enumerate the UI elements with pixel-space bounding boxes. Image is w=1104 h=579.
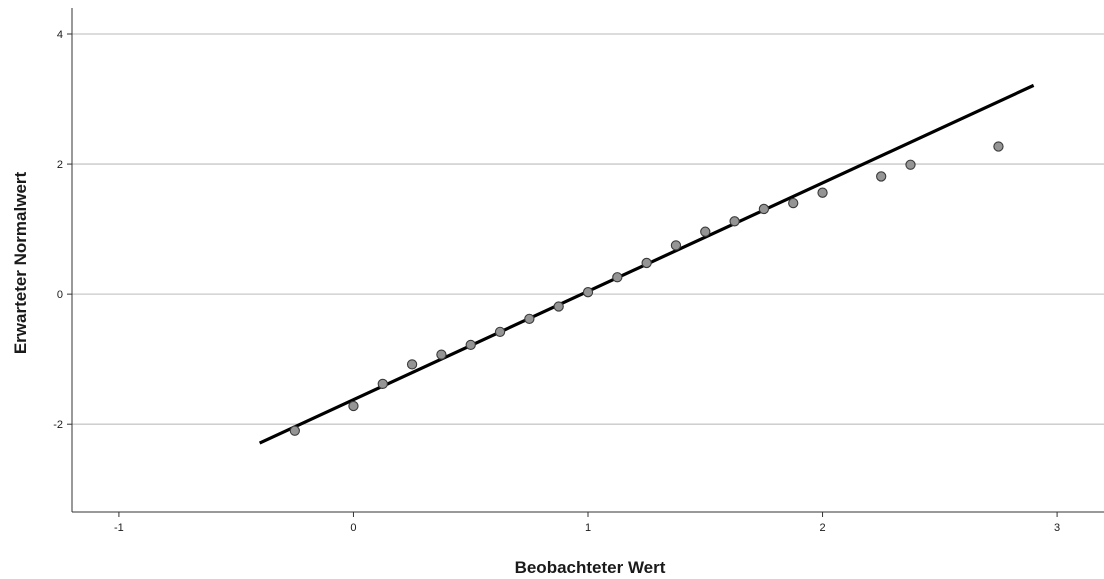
y-tick-label: 0 [57,289,63,301]
data-point [553,301,564,312]
x-tick-label: 1 [585,522,591,534]
data-point [876,171,887,182]
data-point [436,349,447,360]
data-point [905,159,916,170]
data-point [524,313,535,325]
data-point [377,378,388,390]
data-point [406,359,418,370]
data-point [641,257,652,269]
data-point [348,400,359,412]
data-points [289,141,1004,436]
x-tick-label: 0 [350,522,356,534]
data-point [670,240,682,251]
y-tick-label: 4 [57,29,63,41]
x-axis-title: Beobachteter Wert [515,558,666,577]
axes [67,8,1104,517]
data-point [612,272,623,283]
data-point [494,326,506,338]
data-point [729,216,740,227]
y-axis-title: Erwarteter Normalwert [11,171,30,354]
y-tick-label: -2 [53,419,63,431]
tick-labels: -2 0 2 4 -1 0 1 2 3 [53,29,1060,534]
data-point [758,203,770,215]
data-point [817,187,828,198]
gridlines [72,33,1104,425]
x-tick-label: 2 [819,522,825,534]
data-point [582,287,594,298]
data-point [993,141,1004,152]
data-point [465,339,476,351]
x-tick-label: -1 [114,522,124,534]
data-point [788,197,799,209]
data-point [700,226,711,237]
x-tick-label: 3 [1054,522,1060,534]
data-point [289,425,300,436]
y-tick-label: 2 [57,159,63,171]
